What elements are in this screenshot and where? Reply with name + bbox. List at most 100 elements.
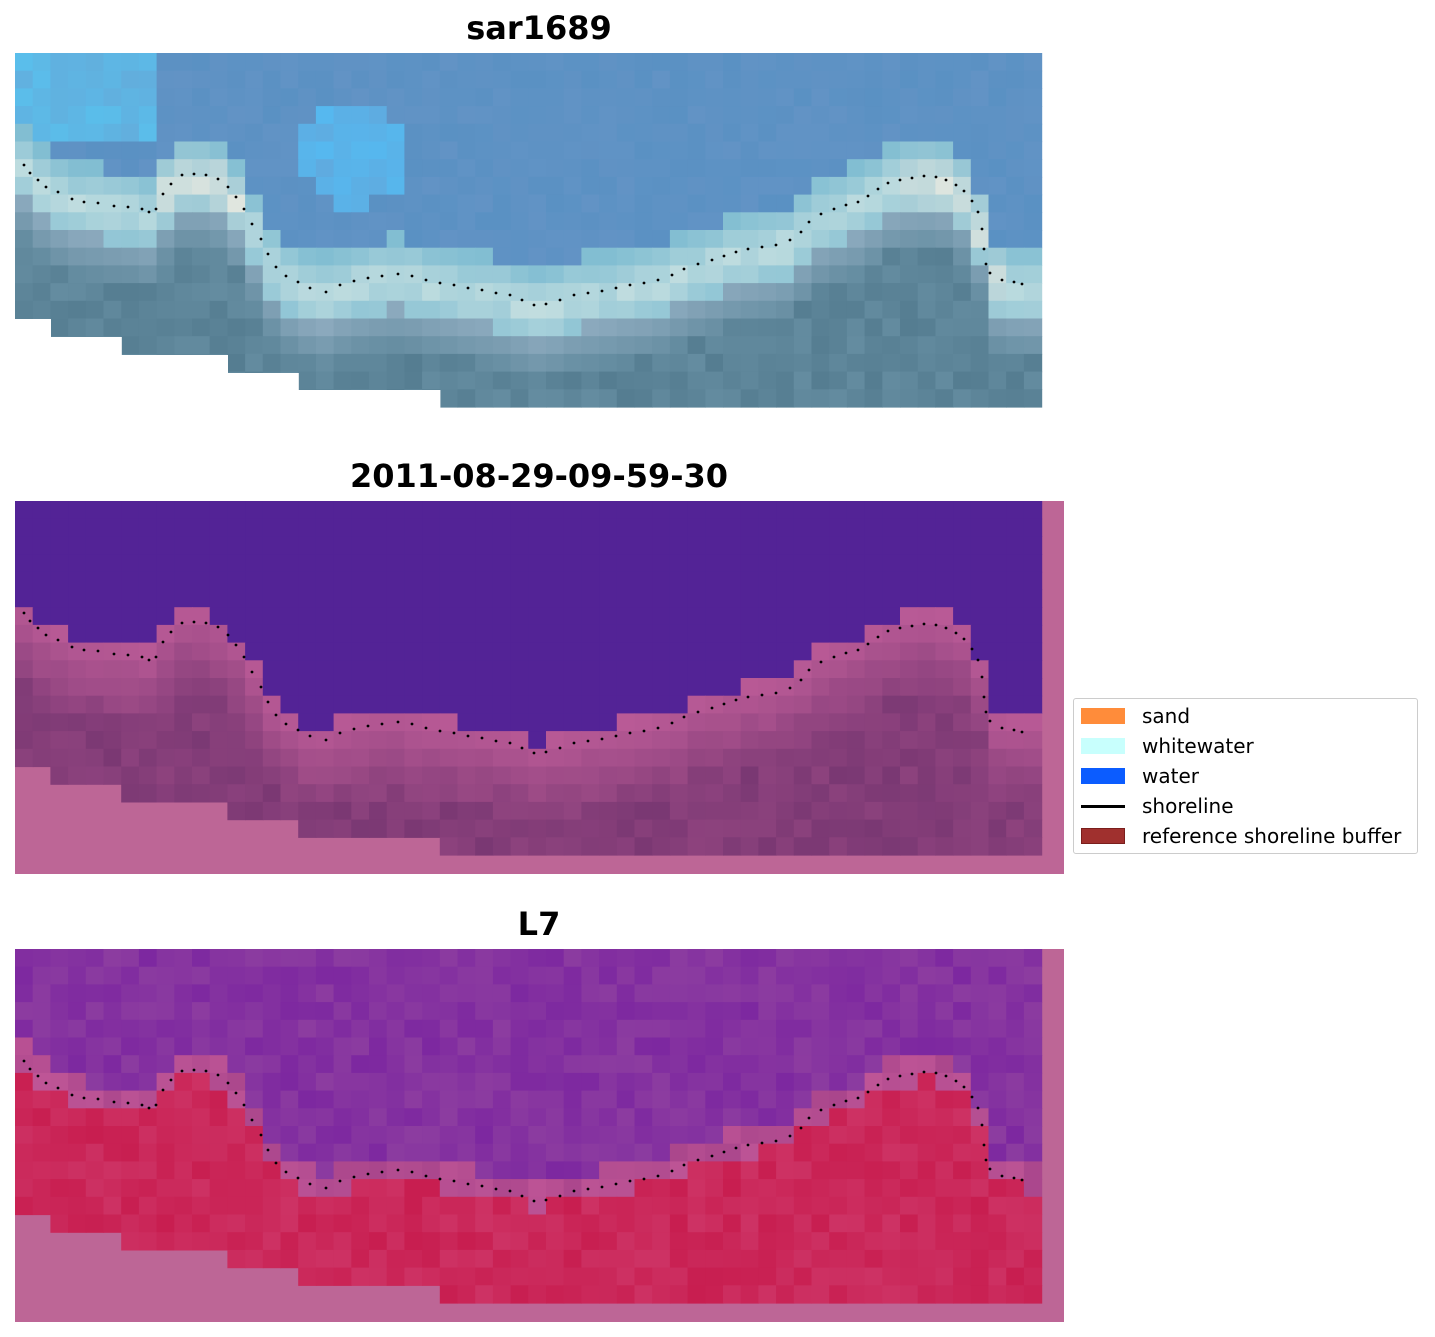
image-cell	[953, 536, 972, 555]
shoreline-point	[886, 1077, 890, 1081]
image-cell	[634, 212, 653, 231]
image-cell	[333, 265, 352, 284]
image-cell	[262, 1019, 282, 1039]
image-cell	[15, 748, 34, 768]
image-cell	[174, 571, 193, 591]
image-cell	[492, 123, 512, 143]
image-cell	[404, 230, 423, 249]
image-cell	[298, 518, 317, 537]
image-cell	[386, 141, 405, 160]
image-cell	[846, 353, 866, 373]
image-cell	[386, 265, 405, 284]
image-cell	[439, 984, 459, 1003]
image-cell	[846, 336, 866, 355]
nodata-mask	[68, 337, 87, 408]
image-cell	[280, 536, 299, 555]
image-cell	[1006, 571, 1025, 591]
image-cell	[829, 371, 848, 390]
shoreline-point	[774, 1139, 778, 1143]
shoreline-point	[886, 181, 890, 185]
image-cell	[705, 265, 724, 284]
image-cell	[652, 642, 671, 661]
image-cell	[174, 554, 193, 573]
image-cell	[1006, 501, 1025, 520]
image-cell	[634, 230, 653, 249]
image-cell	[758, 389, 777, 408]
image-cell	[32, 106, 51, 125]
shoreline-point	[180, 1069, 184, 1073]
image-cell	[829, 984, 848, 1003]
image-cell	[439, 1126, 459, 1145]
shoreline-point	[274, 713, 278, 717]
image-cell	[988, 748, 1007, 768]
image-cell	[811, 713, 830, 732]
image-cell	[546, 1090, 565, 1109]
image-cell	[988, 230, 1007, 249]
image-cell	[209, 1161, 228, 1180]
image-cell	[262, 624, 282, 644]
image-cell	[953, 1214, 972, 1233]
image-cell	[776, 1285, 795, 1304]
image-cell	[192, 1232, 211, 1251]
image-cell	[634, 318, 653, 337]
image-cell	[900, 1019, 919, 1039]
image-cell	[32, 300, 51, 320]
image-cell	[953, 966, 972, 985]
image-cell	[315, 159, 335, 178]
image-cell	[209, 501, 228, 520]
image-cell	[634, 1108, 653, 1127]
image-cell	[262, 801, 282, 821]
image-cell	[687, 1072, 706, 1092]
image-cell	[652, 801, 671, 821]
image-cell	[793, 748, 813, 768]
shoreline-point	[980, 1123, 984, 1127]
image-cell	[457, 88, 476, 107]
image-cell	[121, 1037, 140, 1056]
image-cell	[776, 88, 795, 107]
image-cell	[32, 571, 51, 591]
image-cell	[581, 501, 600, 520]
image-cell	[32, 607, 51, 626]
image-cell	[32, 695, 51, 714]
image-cell	[705, 247, 724, 266]
shoreline-point	[466, 734, 470, 738]
image-cell	[85, 212, 105, 231]
image-cell	[687, 678, 706, 697]
shoreline-point	[296, 280, 300, 284]
shoreline-point	[558, 298, 562, 302]
image-cell	[953, 589, 972, 608]
image-cell	[776, 1090, 795, 1109]
shoreline-point	[234, 195, 238, 199]
image-cell	[510, 123, 529, 143]
image-cell	[103, 1019, 122, 1039]
shoreline-point	[600, 1185, 604, 1189]
image-cell	[599, 141, 618, 160]
image-cell	[315, 230, 335, 249]
image-cell	[546, 389, 565, 408]
image-cell	[333, 1232, 352, 1251]
image-cell	[829, 966, 848, 985]
image-cell	[546, 300, 565, 320]
shoreline-point	[984, 262, 988, 266]
image-cell	[528, 1072, 547, 1092]
image-cell	[758, 501, 777, 520]
image-cell	[988, 984, 1007, 1003]
image-cell	[900, 766, 919, 785]
image-cell	[510, 106, 529, 125]
image-cell	[705, 713, 724, 732]
image-cell	[15, 212, 34, 231]
image-cell	[103, 518, 122, 537]
image-cell	[581, 837, 600, 856]
image-cell	[333, 106, 352, 125]
image-cell	[457, 70, 476, 89]
image-cell	[475, 1055, 494, 1074]
image-cell	[740, 766, 759, 785]
shoreline-point	[934, 623, 938, 627]
image-cell	[793, 678, 813, 697]
shoreline-point	[954, 1079, 958, 1083]
image-cell	[369, 88, 388, 107]
image-cell	[776, 949, 795, 968]
image-cell	[829, 1161, 848, 1180]
image-cell	[280, 265, 299, 284]
image-cell	[280, 336, 299, 355]
